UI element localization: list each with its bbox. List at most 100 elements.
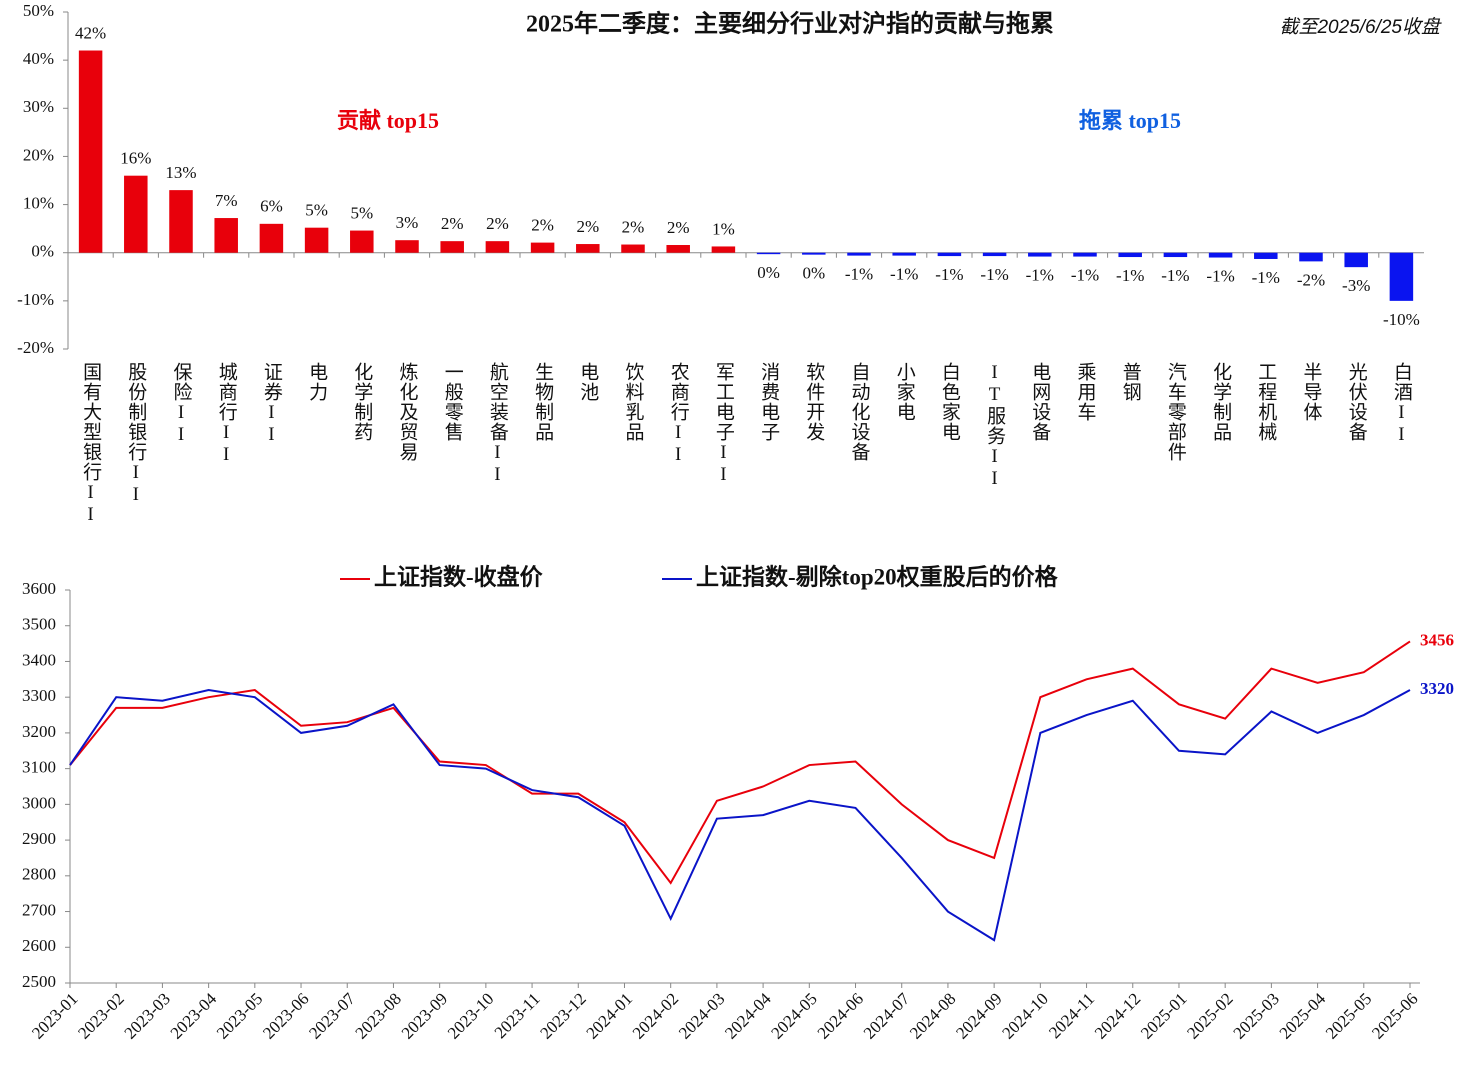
- data-label: -1%: [890, 265, 918, 284]
- bar: [440, 241, 464, 253]
- y-tick-label: -10%: [17, 290, 54, 309]
- y-tick-label: 3300: [22, 686, 56, 705]
- data-label: -2%: [1297, 270, 1325, 289]
- data-label: 2%: [486, 214, 509, 233]
- data-label: 2%: [441, 214, 464, 233]
- bar: [350, 230, 374, 253]
- bar: [1163, 252, 1188, 258]
- x-tick-label: 工程机械: [1255, 362, 1277, 442]
- x-tick-label: 2024-07: [860, 989, 914, 1043]
- x-tick-label: 2024-01: [583, 989, 637, 1043]
- data-label: -3%: [1342, 276, 1370, 295]
- y-tick-label: 3000: [22, 793, 56, 812]
- bar: [304, 227, 329, 253]
- x-tick-label: 2024-02: [629, 989, 683, 1043]
- y-tick-label: 30%: [23, 97, 54, 116]
- x-tick-label: 半导体: [1301, 362, 1323, 422]
- bar: [1299, 252, 1323, 262]
- x-tick-label: 城商行II: [216, 362, 238, 466]
- x-tick-label: 自动化设备: [849, 362, 871, 462]
- x-tick-label: 汽车零部件: [1165, 362, 1187, 462]
- x-tick-label: 2024-06: [814, 989, 868, 1043]
- y-tick-label: 2800: [22, 865, 56, 884]
- x-tick-label: 2025-03: [1229, 989, 1283, 1043]
- bar: [124, 175, 148, 253]
- x-tick-label: 炼化及贸易: [397, 362, 419, 462]
- bar: [621, 244, 645, 253]
- y-tick-label: 2500: [22, 972, 56, 991]
- data-label: 3%: [396, 213, 419, 232]
- x-tick-label: 2023-05: [213, 989, 267, 1043]
- y-tick-label: 3200: [22, 722, 56, 741]
- x-tick-label: 2023-11: [491, 989, 544, 1042]
- annotation: 拖累 top15: [1079, 108, 1181, 133]
- x-tick-label: 2025-06: [1368, 989, 1422, 1043]
- x-tick-label: 2024-10: [998, 989, 1052, 1043]
- x-tick-label: 白色家电: [939, 362, 961, 442]
- data-label: -1%: [1116, 266, 1144, 285]
- data-label: -1%: [1206, 266, 1234, 285]
- y-tick-label: 20%: [23, 145, 54, 164]
- bar: [395, 240, 419, 253]
- data-label: 13%: [165, 163, 196, 182]
- x-tick-label: 生物制品: [532, 362, 554, 442]
- x-tick-label: 2023-04: [167, 989, 221, 1043]
- x-tick-label: 2025-04: [1276, 989, 1330, 1043]
- x-tick-label: 股份制银行II: [125, 362, 147, 506]
- x-tick-label: 光伏设备: [1346, 362, 1368, 442]
- y-tick-label: 40%: [23, 49, 54, 68]
- data-label: 2%: [667, 218, 690, 237]
- bar: [1389, 252, 1414, 301]
- x-tick-label: 农商行II: [668, 362, 690, 466]
- data-label: 7%: [215, 191, 238, 210]
- x-tick-label: 2023-02: [74, 989, 128, 1043]
- data-label: -10%: [1383, 310, 1420, 329]
- y-tick-label: 0%: [31, 242, 54, 261]
- bar: [802, 252, 826, 255]
- y-tick-label: -20%: [17, 338, 54, 357]
- data-label: 0%: [757, 263, 780, 282]
- y-tick-label: 3600: [22, 579, 56, 598]
- x-tick-label: 化学制药: [351, 362, 373, 442]
- y-tick-label: 2600: [22, 936, 56, 955]
- line: [69, 640, 1411, 885]
- x-tick-label: 2023-08: [352, 989, 406, 1043]
- x-tick-label: 2023-07: [305, 989, 359, 1043]
- data-label: 5%: [350, 203, 373, 222]
- y-tick-label: 50%: [23, 1, 54, 20]
- line: [69, 689, 1411, 942]
- bar: [1028, 252, 1052, 257]
- data-label: 1%: [712, 219, 735, 238]
- x-tick-label: 2024-05: [767, 989, 821, 1043]
- bar: [982, 252, 1007, 257]
- data-label: 2%: [531, 216, 554, 235]
- x-tick-label: 国有大型银行II: [80, 362, 102, 526]
- data-label: 2%: [622, 217, 645, 236]
- y-tick-label: 2900: [22, 829, 56, 848]
- x-tick-label: 2024-09: [952, 989, 1006, 1043]
- data-label: -1%: [1252, 268, 1280, 287]
- data-label: -1%: [980, 265, 1008, 284]
- annotation: 贡献 top15: [337, 108, 439, 133]
- x-tick-label: 一般零售: [442, 362, 464, 442]
- x-tick-label: 软件开发: [803, 362, 825, 442]
- y-tick-label: 2700: [22, 900, 56, 919]
- bar: [937, 252, 962, 257]
- bar: [1208, 252, 1233, 258]
- bar: [78, 50, 103, 253]
- bar: [169, 190, 193, 253]
- y-tick-label: 10%: [23, 193, 54, 212]
- x-tick-label: 消费电子: [758, 362, 780, 442]
- bar: [214, 218, 238, 253]
- bar: [259, 223, 284, 253]
- data-label: -1%: [845, 265, 873, 284]
- bar: [892, 252, 916, 256]
- y-tick-label: 3100: [22, 758, 56, 777]
- x-tick-label: 电网设备: [1029, 362, 1051, 442]
- x-tick-label: 2024-08: [906, 989, 960, 1043]
- x-tick-label: 乘用车: [1075, 362, 1097, 422]
- y-tick-label: 3400: [22, 650, 56, 669]
- x-tick-label: IT服务II: [984, 362, 1006, 490]
- chart-title: 2025年二季度：主要细分行业对沪指的贡献与拖累: [526, 10, 1054, 38]
